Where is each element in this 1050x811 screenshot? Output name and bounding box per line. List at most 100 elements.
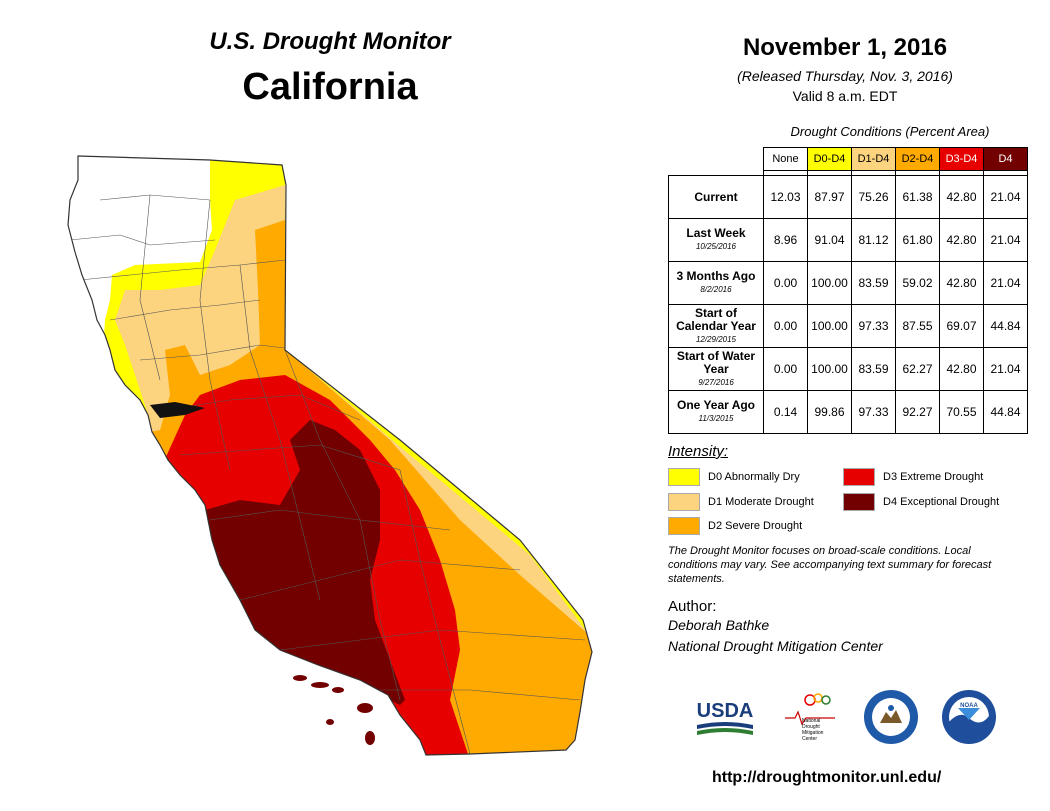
valid-time: Valid 8 a.m. EDT	[792, 88, 898, 104]
legend-swatch	[668, 493, 700, 511]
release-date: (Released Thursday, Nov. 3, 2016)	[737, 68, 953, 84]
table-row: Start of Calendar Year 12/29/2015 0.00 100.…	[668, 304, 1028, 348]
legend-item-d4: D4 Exceptional Drought	[843, 493, 999, 511]
table-spacer	[668, 170, 1028, 176]
table-row: Current 12.03 87.97 75.26 61.38 42.80 21.04	[668, 175, 1028, 219]
col-d4: D4	[983, 147, 1028, 171]
row-label: Last Week 10/25/2016	[668, 218, 764, 262]
california-drought-map	[67, 155, 593, 756]
table-row: Last Week 10/25/2016 8.96 91.04 81.12 61.80 42…	[668, 218, 1028, 262]
row-label-date: 9/27/2016	[698, 377, 734, 387]
col-d0-d4: D0-D4	[807, 147, 852, 171]
legend-item-d3: D3 Extreme Drought	[843, 468, 983, 486]
legend-swatch	[843, 468, 875, 486]
table-cell: 61.38	[895, 175, 940, 219]
table-cell: 0.14	[763, 390, 808, 434]
table-cell: 69.07	[939, 304, 984, 348]
header-blank	[669, 148, 764, 171]
table-cell: 0.00	[763, 304, 808, 348]
legend-swatch	[843, 493, 875, 511]
doi-seal-logo	[862, 688, 920, 746]
state-title: California	[242, 66, 418, 108]
table-cell: 59.02	[895, 261, 940, 305]
row-label-text: Current	[694, 189, 738, 204]
table-row: One Year Ago 11/3/2015 0.14 99.86 97.33 92.27…	[668, 390, 1028, 434]
col-d2-d4: D2-D4	[895, 147, 940, 171]
legend-title: Intensity:	[668, 443, 729, 460]
source-url: http://droughtmonitor.unl.edu/	[712, 769, 942, 786]
legend-label: D1 Moderate Drought	[708, 496, 814, 508]
table-cell: 81.12	[851, 218, 896, 262]
header-right: November 1, 2016 (Released Thursday, Nov…	[690, 34, 1000, 104]
map-date: November 1, 2016	[742, 34, 948, 61]
table-cell: 12.03	[763, 175, 808, 219]
table-cell: 21.04	[983, 218, 1028, 262]
table-cell: 99.86	[807, 390, 852, 434]
svg-text:Drought: Drought	[802, 724, 820, 730]
legend-label: D4 Exceptional Drought	[883, 496, 1000, 508]
author-name: Deborah Bathke	[668, 617, 770, 633]
col-d3-d4: D3-D4	[939, 147, 984, 171]
table-cell: 61.80	[895, 218, 940, 262]
drought-conditions-table: None D0-D4 D1-D4 D2-D4 D3-D4 D4 Current 1…	[668, 147, 1028, 434]
usda-text: USDA	[697, 700, 754, 722]
table-cell: 42.80	[939, 347, 984, 391]
table-cell: 0.00	[763, 347, 808, 391]
table-cell: 8.96	[763, 218, 808, 262]
row-label: Start of Water Year 9/27/2016	[668, 347, 764, 391]
bay-water	[150, 402, 205, 418]
table-cell: 42.80	[939, 175, 984, 219]
row-label-text: Start of Calendar Year	[676, 305, 756, 333]
legend-item-d1: D1 Moderate Drought	[668, 493, 814, 511]
zone-d4	[205, 420, 405, 705]
author-org: National Drought Mitigation Center	[668, 638, 883, 654]
table-caption: Drought Conditions (Percent Area)	[790, 124, 990, 139]
header-left: U.S. Drought Monitor California	[150, 28, 510, 109]
row-label: One Year Ago 11/3/2015	[668, 390, 764, 434]
table-cell: 83.59	[851, 347, 896, 391]
table-row: Start of Water Year 9/27/2016 0.00 100.00 83…	[668, 347, 1028, 391]
table-cell: 44.84	[983, 390, 1028, 434]
row-label-date: 12/29/2015	[695, 334, 737, 344]
ndmc-logo: National Drought Mitigation Center	[780, 690, 840, 745]
legend-label: D2 Severe Drought	[708, 520, 803, 532]
table-cell: 44.84	[983, 304, 1028, 348]
table-header-row: None D0-D4 D1-D4 D2-D4 D3-D4 D4	[669, 147, 1028, 171]
table-cell: 100.00	[807, 261, 852, 305]
drought-zones	[68, 160, 592, 755]
legend-item-d0: D0 Abnormally Dry	[668, 468, 800, 486]
row-label-date: 10/25/2016	[695, 242, 737, 251]
row-label: 3 Months Ago 8/2/2016	[668, 261, 764, 305]
row-label-date: 11/3/2015	[698, 414, 734, 423]
brand-title: U.S. Drought Monitor	[209, 28, 451, 55]
table-cell: 21.04	[983, 175, 1028, 219]
disclaimer-note: The Drought Monitor focuses on broad-sca…	[668, 545, 992, 585]
table-cell: 91.04	[807, 218, 852, 262]
table-cell: 21.04	[983, 347, 1028, 391]
table-cell: 100.00	[807, 304, 852, 348]
legend-label: D0 Abnormally Dry	[708, 471, 800, 483]
table-cell: 97.33	[851, 390, 896, 434]
table-cell: 92.27	[895, 390, 940, 434]
svg-text:National: National	[802, 718, 820, 724]
table-cell: 97.33	[851, 304, 896, 348]
col-none: None	[763, 147, 808, 171]
noaa-logo: NOAA	[940, 688, 998, 746]
table-cell: 75.26	[851, 175, 896, 219]
table-cell: 87.55	[895, 304, 940, 348]
county-lines	[69, 194, 586, 755]
table-cell: 83.59	[851, 261, 896, 305]
channel-islands	[293, 675, 375, 745]
table-cell: 42.80	[939, 261, 984, 305]
table-cell: 62.27	[895, 347, 940, 391]
table-cell: 21.04	[983, 261, 1028, 305]
legend-swatch	[668, 468, 700, 486]
legend-item-d2: D2 Severe Drought	[668, 517, 802, 535]
svg-text:NOAA: NOAA	[960, 703, 978, 709]
state-outline	[67, 155, 593, 756]
row-label-date: 8/2/2016	[700, 285, 732, 294]
row-label-text: 3 Months Ago	[676, 269, 756, 283]
table-body: Current 12.03 87.97 75.26 61.38 42.80 21.04 Las…	[668, 170, 1028, 434]
table-cell: 0.00	[763, 261, 808, 305]
svg-text:Center: Center	[802, 736, 817, 742]
